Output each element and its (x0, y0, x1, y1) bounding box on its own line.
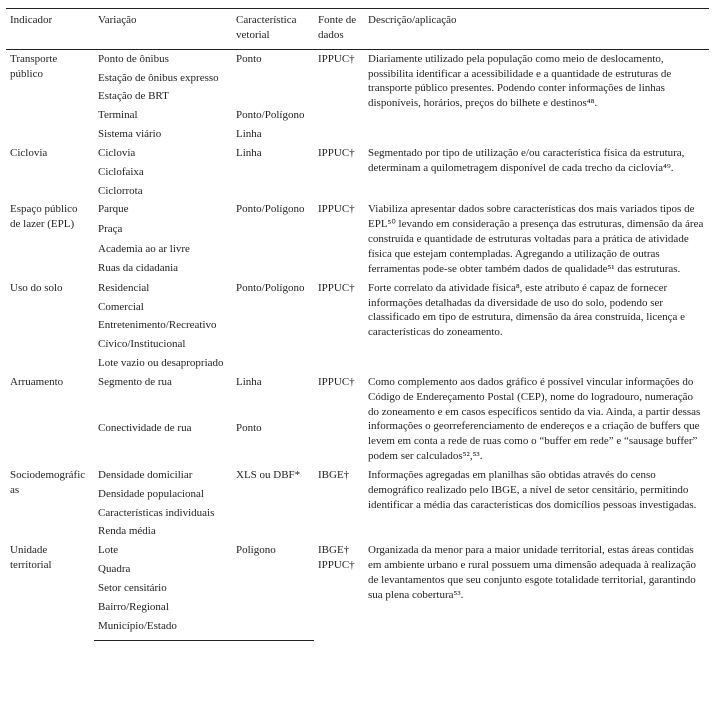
cell-caracteristica: Ponto/Polígono (232, 106, 314, 125)
cell-variacao: Bairro/Regional (94, 598, 232, 617)
cell-fonte: IPPUC† (314, 200, 364, 278)
cell-caracteristica: Linha (232, 144, 314, 163)
cell-indicador: Ciclovia (6, 144, 94, 201)
cell-caracteristica (232, 579, 314, 598)
cell-variacao: Lote vazio ou desapropriado (94, 354, 232, 373)
cell-indicador: Sociodemográficas (6, 466, 94, 541)
cell-variacao: Renda média (94, 522, 232, 541)
col-fonte: Fonte de dados (314, 9, 364, 50)
cell-descricao: Como complemento aos dados gráfico é pos… (364, 373, 709, 466)
cell-caracteristica (232, 87, 314, 106)
cell-caracteristica (232, 298, 314, 317)
col-caracteristica: Característica vetorial (232, 9, 314, 50)
cell-variacao: Ciclovia (94, 144, 232, 163)
cell-caracteristica: Ponto/Polígono (232, 200, 314, 220)
cell-variacao: Ruas da cidadania (94, 259, 232, 279)
table-row: Uso do soloResidencialPonto/PolígonoIPPU… (6, 279, 709, 298)
cell-variacao: Densidade domiciliar (94, 466, 232, 485)
cell-caracteristica (232, 335, 314, 354)
cell-variacao: Quadra (94, 560, 232, 579)
cell-variacao: Estação de BRT (94, 87, 232, 106)
cell-variacao: Estação de ônibus expresso (94, 69, 232, 88)
cell-caracteristica (232, 316, 314, 335)
table-body: Transporte públicoPonto de ônibusPontoIP… (6, 49, 709, 640)
cell-descricao: Forte correlato da atividade física⁸, es… (364, 279, 709, 373)
cell-variacao: Praça (94, 220, 232, 240)
cell-caracteristica (232, 485, 314, 504)
header-row: Indicador Variação Característica vetori… (6, 9, 709, 50)
cell-variacao: Residencial (94, 279, 232, 298)
table-row: SociodemográficasDensidade domiciliarXLS… (6, 466, 709, 485)
cell-variacao: Setor censitário (94, 579, 232, 598)
cell-caracteristica (232, 182, 314, 201)
cell-variacao: Densidade populacional (94, 485, 232, 504)
cell-caracteristica: Ponto (232, 49, 314, 68)
cell-caracteristica: Linha (232, 373, 314, 420)
cell-indicador: Espaço público de lazer (EPL) (6, 200, 94, 278)
cell-caracteristica: Polígono (232, 541, 314, 560)
cell-descricao: Organizada da menor para a maior unidade… (364, 541, 709, 640)
cell-fonte: IBGE† (314, 466, 364, 541)
table-row: CicloviaCicloviaLinhaIPPUC†Segmentado po… (6, 144, 709, 163)
cell-indicador: Transporte público (6, 49, 94, 144)
cell-variacao: Conectividade de rua (94, 419, 232, 466)
cell-caracteristica (232, 69, 314, 88)
col-variacao: Variação (94, 9, 232, 50)
cell-caracteristica: Linha (232, 125, 314, 144)
cell-fonte: IPPUC† (314, 49, 364, 144)
cell-descricao: Diariamente utilizado pela população com… (364, 49, 709, 144)
cell-caracteristica (232, 354, 314, 373)
cell-indicador: Unidade territorial (6, 541, 94, 640)
cell-caracteristica (232, 259, 314, 279)
cell-variacao: Ponto de ônibus (94, 49, 232, 68)
cell-caracteristica (232, 163, 314, 182)
cell-variacao: Entretenimento/Recreativo (94, 316, 232, 335)
cell-fonte: IBGE† IPPUC† (314, 541, 364, 640)
cell-fonte: IPPUC† (314, 279, 364, 373)
cell-variacao: Academia ao ar livre (94, 240, 232, 260)
cell-variacao: Município/Estado (94, 617, 232, 640)
cell-caracteristica (232, 522, 314, 541)
cell-caracteristica (232, 504, 314, 523)
cell-variacao: Sistema viário (94, 125, 232, 144)
cell-indicador: Uso do solo (6, 279, 94, 373)
cell-variacao: Características individuais (94, 504, 232, 523)
cell-caracteristica: XLS ou DBF* (232, 466, 314, 485)
cell-caracteristica (232, 598, 314, 617)
cell-descricao: Segmentado por tipo de utilização e/ou c… (364, 144, 709, 201)
cell-caracteristica: Ponto (232, 419, 314, 466)
cell-variacao: Terminal (94, 106, 232, 125)
col-descricao: Descrição/aplicação (364, 9, 709, 50)
cell-indicador: Arruamento (6, 373, 94, 466)
table-row: Espaço público de lazer (EPL)ParquePonto… (6, 200, 709, 220)
cell-fonte: IPPUC† (314, 373, 364, 466)
cell-caracteristica (232, 220, 314, 240)
cell-descricao: Informações agregadas em planilhas são o… (364, 466, 709, 541)
indicators-table: Indicador Variação Característica vetori… (6, 8, 709, 641)
table-row: Unidade territorialLotePolígonoIBGE† IPP… (6, 541, 709, 560)
cell-variacao: Ciclofaixa (94, 163, 232, 182)
cell-caracteristica: Ponto/Polígono (232, 279, 314, 298)
cell-variacao: Comercial (94, 298, 232, 317)
cell-fonte: IPPUC† (314, 144, 364, 201)
cell-variacao: Cívico/Institucional (94, 335, 232, 354)
table-row: ArruamentoSegmento de ruaLinhaIPPUC†Como… (6, 373, 709, 420)
col-indicador: Indicador (6, 9, 94, 50)
cell-caracteristica (232, 240, 314, 260)
cell-caracteristica (232, 560, 314, 579)
cell-variacao: Ciclorrota (94, 182, 232, 201)
cell-variacao: Segmento de rua (94, 373, 232, 420)
cell-caracteristica (232, 617, 314, 640)
cell-variacao: Parque (94, 200, 232, 220)
cell-descricao: Viabiliza apresentar dados sobre caracte… (364, 200, 709, 278)
cell-variacao: Lote (94, 541, 232, 560)
table-row: Transporte públicoPonto de ônibusPontoIP… (6, 49, 709, 68)
